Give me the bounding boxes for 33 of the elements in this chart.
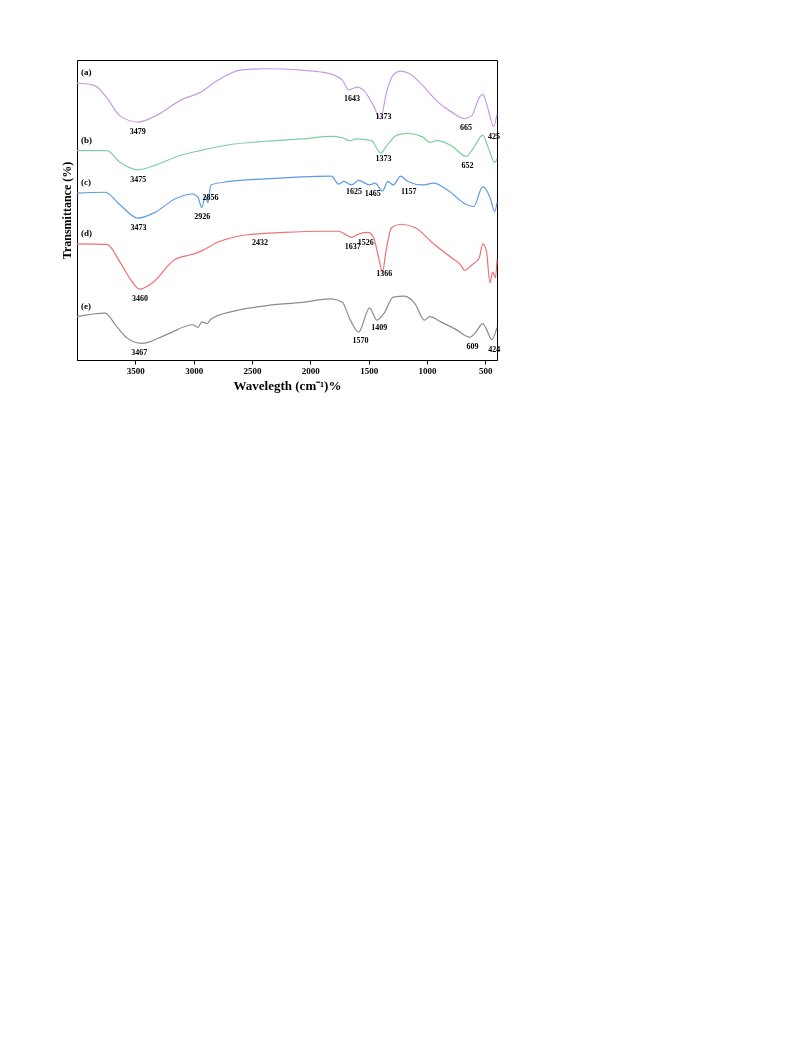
annotation: 2432 bbox=[251, 237, 268, 247]
x-tick-label: 3000 bbox=[185, 365, 204, 376]
annotation: 609 bbox=[466, 341, 479, 351]
annotation: 3460 bbox=[132, 294, 148, 304]
x-axis-title: Wavelegth (cm⁻¹)% bbox=[233, 377, 342, 393]
series-label: (e) bbox=[81, 300, 91, 311]
x-tick-label: 2500 bbox=[243, 365, 262, 376]
annotation: 1625 bbox=[346, 187, 363, 197]
annotation: 1157 bbox=[400, 186, 417, 196]
annotation: 3479 bbox=[129, 127, 146, 137]
x-tick-label: 1000 bbox=[418, 365, 437, 376]
x-tick-label: 1500 bbox=[360, 365, 379, 376]
annotation: 1373 bbox=[375, 111, 392, 121]
annotation: 1373 bbox=[375, 153, 392, 163]
x-tick-label: 2000 bbox=[301, 365, 321, 376]
series-label: (d) bbox=[81, 227, 92, 238]
annotation: 652 bbox=[461, 161, 474, 171]
series-label: (c) bbox=[81, 177, 91, 188]
annotation: 1366 bbox=[376, 268, 393, 278]
annotation: 3475 bbox=[130, 174, 147, 184]
annotation: 3473 bbox=[130, 223, 147, 233]
series-label: (a) bbox=[81, 67, 92, 78]
annotation: 1570 bbox=[352, 335, 369, 345]
annotation: 2926 bbox=[194, 212, 211, 222]
annotation: 3467 bbox=[131, 348, 148, 358]
x-tick-label: 500 bbox=[479, 365, 494, 376]
annotation: 1465 bbox=[364, 189, 381, 199]
annotation: 1409 bbox=[371, 322, 388, 332]
annotation: 665 bbox=[460, 123, 473, 133]
x-tick-label: 3500 bbox=[126, 365, 146, 376]
annotation: 1643 bbox=[343, 94, 360, 104]
y-axis-title: Transmittance (%) bbox=[59, 161, 74, 260]
series-label: (b) bbox=[81, 134, 92, 145]
